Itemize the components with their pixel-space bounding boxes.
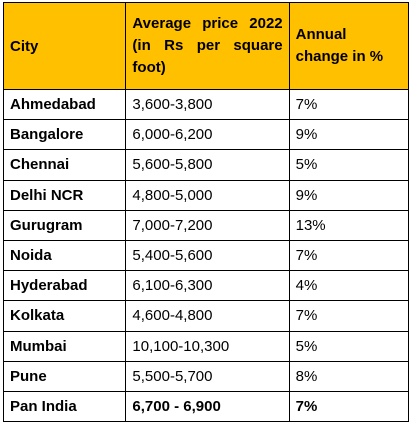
row-city: Ahmedabad [2, 88, 127, 121]
row-change: 7% [288, 300, 410, 332]
row-city: Pune [2, 360, 127, 392]
row-city: Chennai [2, 149, 127, 181]
header-change: Annual change in % [288, 2, 410, 90]
header-price: Average price 2022 (in Rs per square foo… [125, 2, 290, 90]
table-header: City Average price 2022 (in Rs per squar… [2, 2, 410, 90]
table-row: Hyderabad 6,100-6,300 4% [2, 270, 410, 302]
row-price: 7,000-7,200 [125, 209, 290, 241]
row-city: Kolkata [2, 300, 127, 332]
table-row: Delhi NCR 4,800-5,000 9% [2, 179, 410, 211]
row-price: 6,100-6,300 [125, 270, 290, 302]
table-row: Pune 5,500-5,700 8% [2, 360, 410, 392]
row-city: Mumbai [2, 330, 127, 362]
header-row: City Average price 2022 (in Rs per squar… [2, 2, 410, 90]
row-change: 5% [288, 149, 410, 181]
price-table: City Average price 2022 (in Rs per squar… [2, 2, 410, 423]
table-row: Bangalore 6,000-6,200 9% [2, 119, 410, 151]
row-price: 5,500-5,700 [125, 360, 290, 392]
row-city: Pan India [2, 390, 127, 423]
table-row: Chennai 5,600-5,800 5% [2, 149, 410, 181]
row-price: 6,000-6,200 [125, 119, 290, 151]
table-body: Ahmedabad 3,600-3,800 7% Bangalore 6,000… [2, 88, 410, 423]
header-city: City [2, 2, 127, 90]
row-change: 5% [288, 330, 410, 362]
row-price: 5,600-5,800 [125, 149, 290, 181]
row-city: Noida [2, 239, 127, 272]
row-city: Gurugram [2, 209, 127, 241]
table-row: Mumbai 10,100-10,300 5% [2, 330, 410, 362]
table-row: Kolkata 4,600-4,800 7% [2, 300, 410, 332]
row-change: 13% [288, 209, 410, 241]
row-price: 3,600-3,800 [125, 88, 290, 121]
table-row: Ahmedabad 3,600-3,800 7% [2, 88, 410, 121]
row-price: 10,100-10,300 [125, 330, 290, 362]
table-row: Gurugram 7,000-7,200 13% [2, 209, 410, 241]
row-change: 9% [288, 119, 410, 151]
row-price: 6,700 - 6,900 [125, 390, 290, 423]
row-change: 9% [288, 179, 410, 211]
row-change: 7% [288, 88, 410, 121]
row-change: 4% [288, 270, 410, 302]
table-row-total: Pan India 6,700 - 6,900 7% [2, 390, 410, 423]
row-change: 8% [288, 360, 410, 392]
table-row: Noida 5,400-5,600 7% [2, 239, 410, 272]
row-price: 4,600-4,800 [125, 300, 290, 332]
row-city: Delhi NCR [2, 179, 127, 211]
row-change: 7% [288, 239, 410, 272]
row-city: Hyderabad [2, 270, 127, 302]
row-price: 4,800-5,000 [125, 179, 290, 211]
row-price: 5,400-5,600 [125, 239, 290, 272]
row-city: Bangalore [2, 119, 127, 151]
row-change: 7% [288, 390, 410, 423]
